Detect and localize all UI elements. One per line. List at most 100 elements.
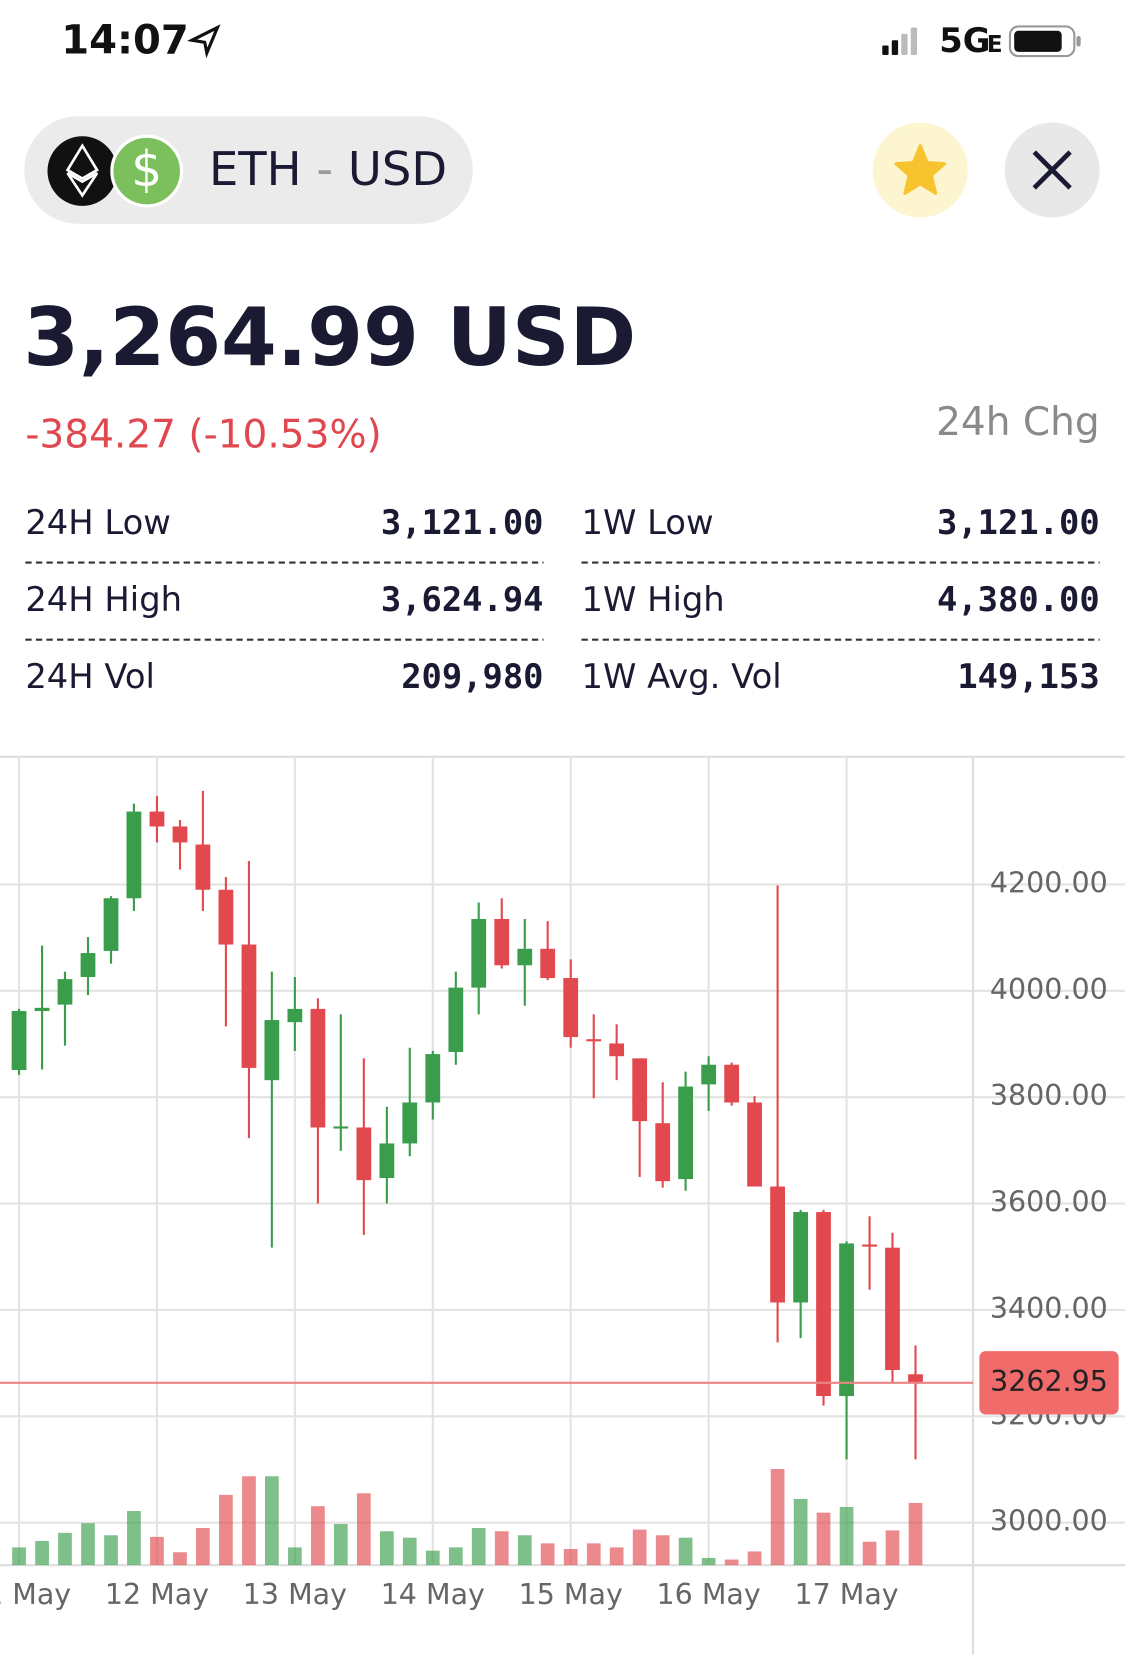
candle-body — [149, 811, 165, 827]
volume-bar — [770, 1468, 785, 1566]
eth-glyph — [65, 143, 99, 198]
price-chart: 3000.003200.003400.003600.003800.004000.… — [0, 755, 1125, 1655]
candle-body — [540, 948, 556, 979]
volume-bar — [311, 1506, 325, 1566]
plot-area — [11, 790, 923, 1566]
volume-bar — [58, 1532, 72, 1566]
candle-body — [701, 1064, 717, 1085]
volume-bar — [839, 1506, 854, 1566]
volume-bar — [104, 1535, 118, 1566]
star-icon — [894, 144, 947, 195]
price-change: -384.27 (-10.53%) — [25, 413, 381, 458]
current-price: 3,264.99 USD — [23, 291, 636, 384]
y-tick-label: 3000.00 — [990, 1505, 1108, 1538]
volume-bar — [632, 1529, 647, 1566]
volume-bar — [242, 1476, 256, 1566]
candle-body — [425, 1054, 441, 1103]
stat-label: 1W Avg. Vol — [581, 657, 781, 696]
volume-bar — [173, 1552, 187, 1566]
volume-bar — [540, 1543, 555, 1566]
usd-icon — [110, 134, 184, 208]
volume-bar — [724, 1559, 739, 1566]
x-tick-label: 12 May — [105, 1578, 209, 1611]
candle-body — [103, 898, 119, 951]
candle-body — [885, 1247, 900, 1371]
candle-body — [356, 1127, 372, 1181]
candle-body — [517, 948, 533, 966]
stat-label: 24H Vol — [25, 657, 155, 696]
volume-bar — [816, 1512, 831, 1566]
stat-label: 1W High — [581, 580, 724, 619]
y-tick-label: 3600.00 — [990, 1186, 1108, 1219]
volume-bar — [402, 1537, 417, 1566]
volume-bar — [288, 1547, 302, 1566]
stat-value: 3,121.00 — [937, 503, 1100, 542]
eth-icon — [47, 136, 118, 206]
stat-value: 4,380.00 — [937, 580, 1100, 619]
candle-body — [609, 1043, 625, 1057]
stat-label: 24H High — [25, 580, 182, 619]
volume-bar — [12, 1547, 26, 1566]
candle-body — [793, 1212, 809, 1303]
candle-body — [11, 1011, 27, 1071]
candle-body — [310, 1008, 326, 1128]
volume-bar — [471, 1528, 486, 1566]
stat-label: 1W Low — [581, 503, 713, 542]
quote-currency: USD — [348, 142, 447, 196]
volume-bar — [517, 1535, 532, 1566]
y-tick-label: 3800.00 — [990, 1079, 1108, 1112]
candle-body — [494, 919, 510, 966]
candle-body — [724, 1064, 740, 1103]
volume-bar — [127, 1511, 141, 1566]
candle-body — [333, 1126, 349, 1129]
y-tick-label: 4000.00 — [990, 973, 1108, 1006]
candle-body — [563, 978, 579, 1038]
candle-body — [471, 919, 487, 988]
candle-body — [770, 1186, 785, 1303]
usd-glyph: $ — [131, 142, 162, 198]
candle-body — [241, 944, 257, 1068]
volume-bar — [655, 1535, 670, 1566]
x-tick-label: 16 May — [657, 1578, 761, 1611]
network-label: 5G — [939, 21, 990, 60]
volume-bar — [586, 1543, 601, 1566]
candle-body — [172, 826, 188, 843]
x-tick-label: 17 May — [794, 1578, 898, 1611]
y-tick-label: 4200.00 — [990, 866, 1108, 899]
x-tick-label: 14 May — [381, 1578, 485, 1611]
volume-bar — [885, 1530, 900, 1566]
candle-body — [195, 844, 211, 890]
x-tick-label: 13 May — [243, 1578, 347, 1611]
last-price-label: 3262.95 — [990, 1365, 1108, 1398]
volume-bar — [150, 1536, 164, 1566]
candle-body — [34, 1007, 50, 1012]
candle-body — [379, 1143, 395, 1179]
close-icon — [1032, 150, 1072, 190]
volume-bar — [35, 1540, 49, 1566]
x-tick-label: 11 May — [0, 1578, 71, 1611]
stat-value: 149,153 — [957, 657, 1099, 696]
location-icon — [187, 24, 221, 59]
candle-body — [839, 1243, 854, 1397]
candle-body — [264, 1020, 280, 1081]
stat-value: 209,980 — [401, 657, 543, 696]
candle-body — [586, 1039, 602, 1042]
volume-bar — [862, 1541, 877, 1566]
candle-body — [126, 811, 142, 899]
stats-grid: 24H Low 3,121.00 1W Low 3,121.00 24H High 3,6… — [25, 503, 1100, 696]
stat-value: 3,121.00 — [381, 503, 544, 542]
stat-value: 3,624.94 — [381, 580, 544, 619]
candle-body — [908, 1374, 923, 1383]
candle-body — [747, 1102, 762, 1187]
candle-body — [678, 1086, 693, 1180]
volume-bar — [264, 1476, 279, 1566]
base-currency: ETH — [209, 142, 302, 196]
volume-bar — [219, 1494, 233, 1566]
volume-bar — [81, 1523, 95, 1566]
volume-bar — [701, 1557, 716, 1566]
volume-bar — [494, 1531, 509, 1566]
volume-bar — [333, 1523, 348, 1566]
candle-body — [80, 953, 96, 977]
